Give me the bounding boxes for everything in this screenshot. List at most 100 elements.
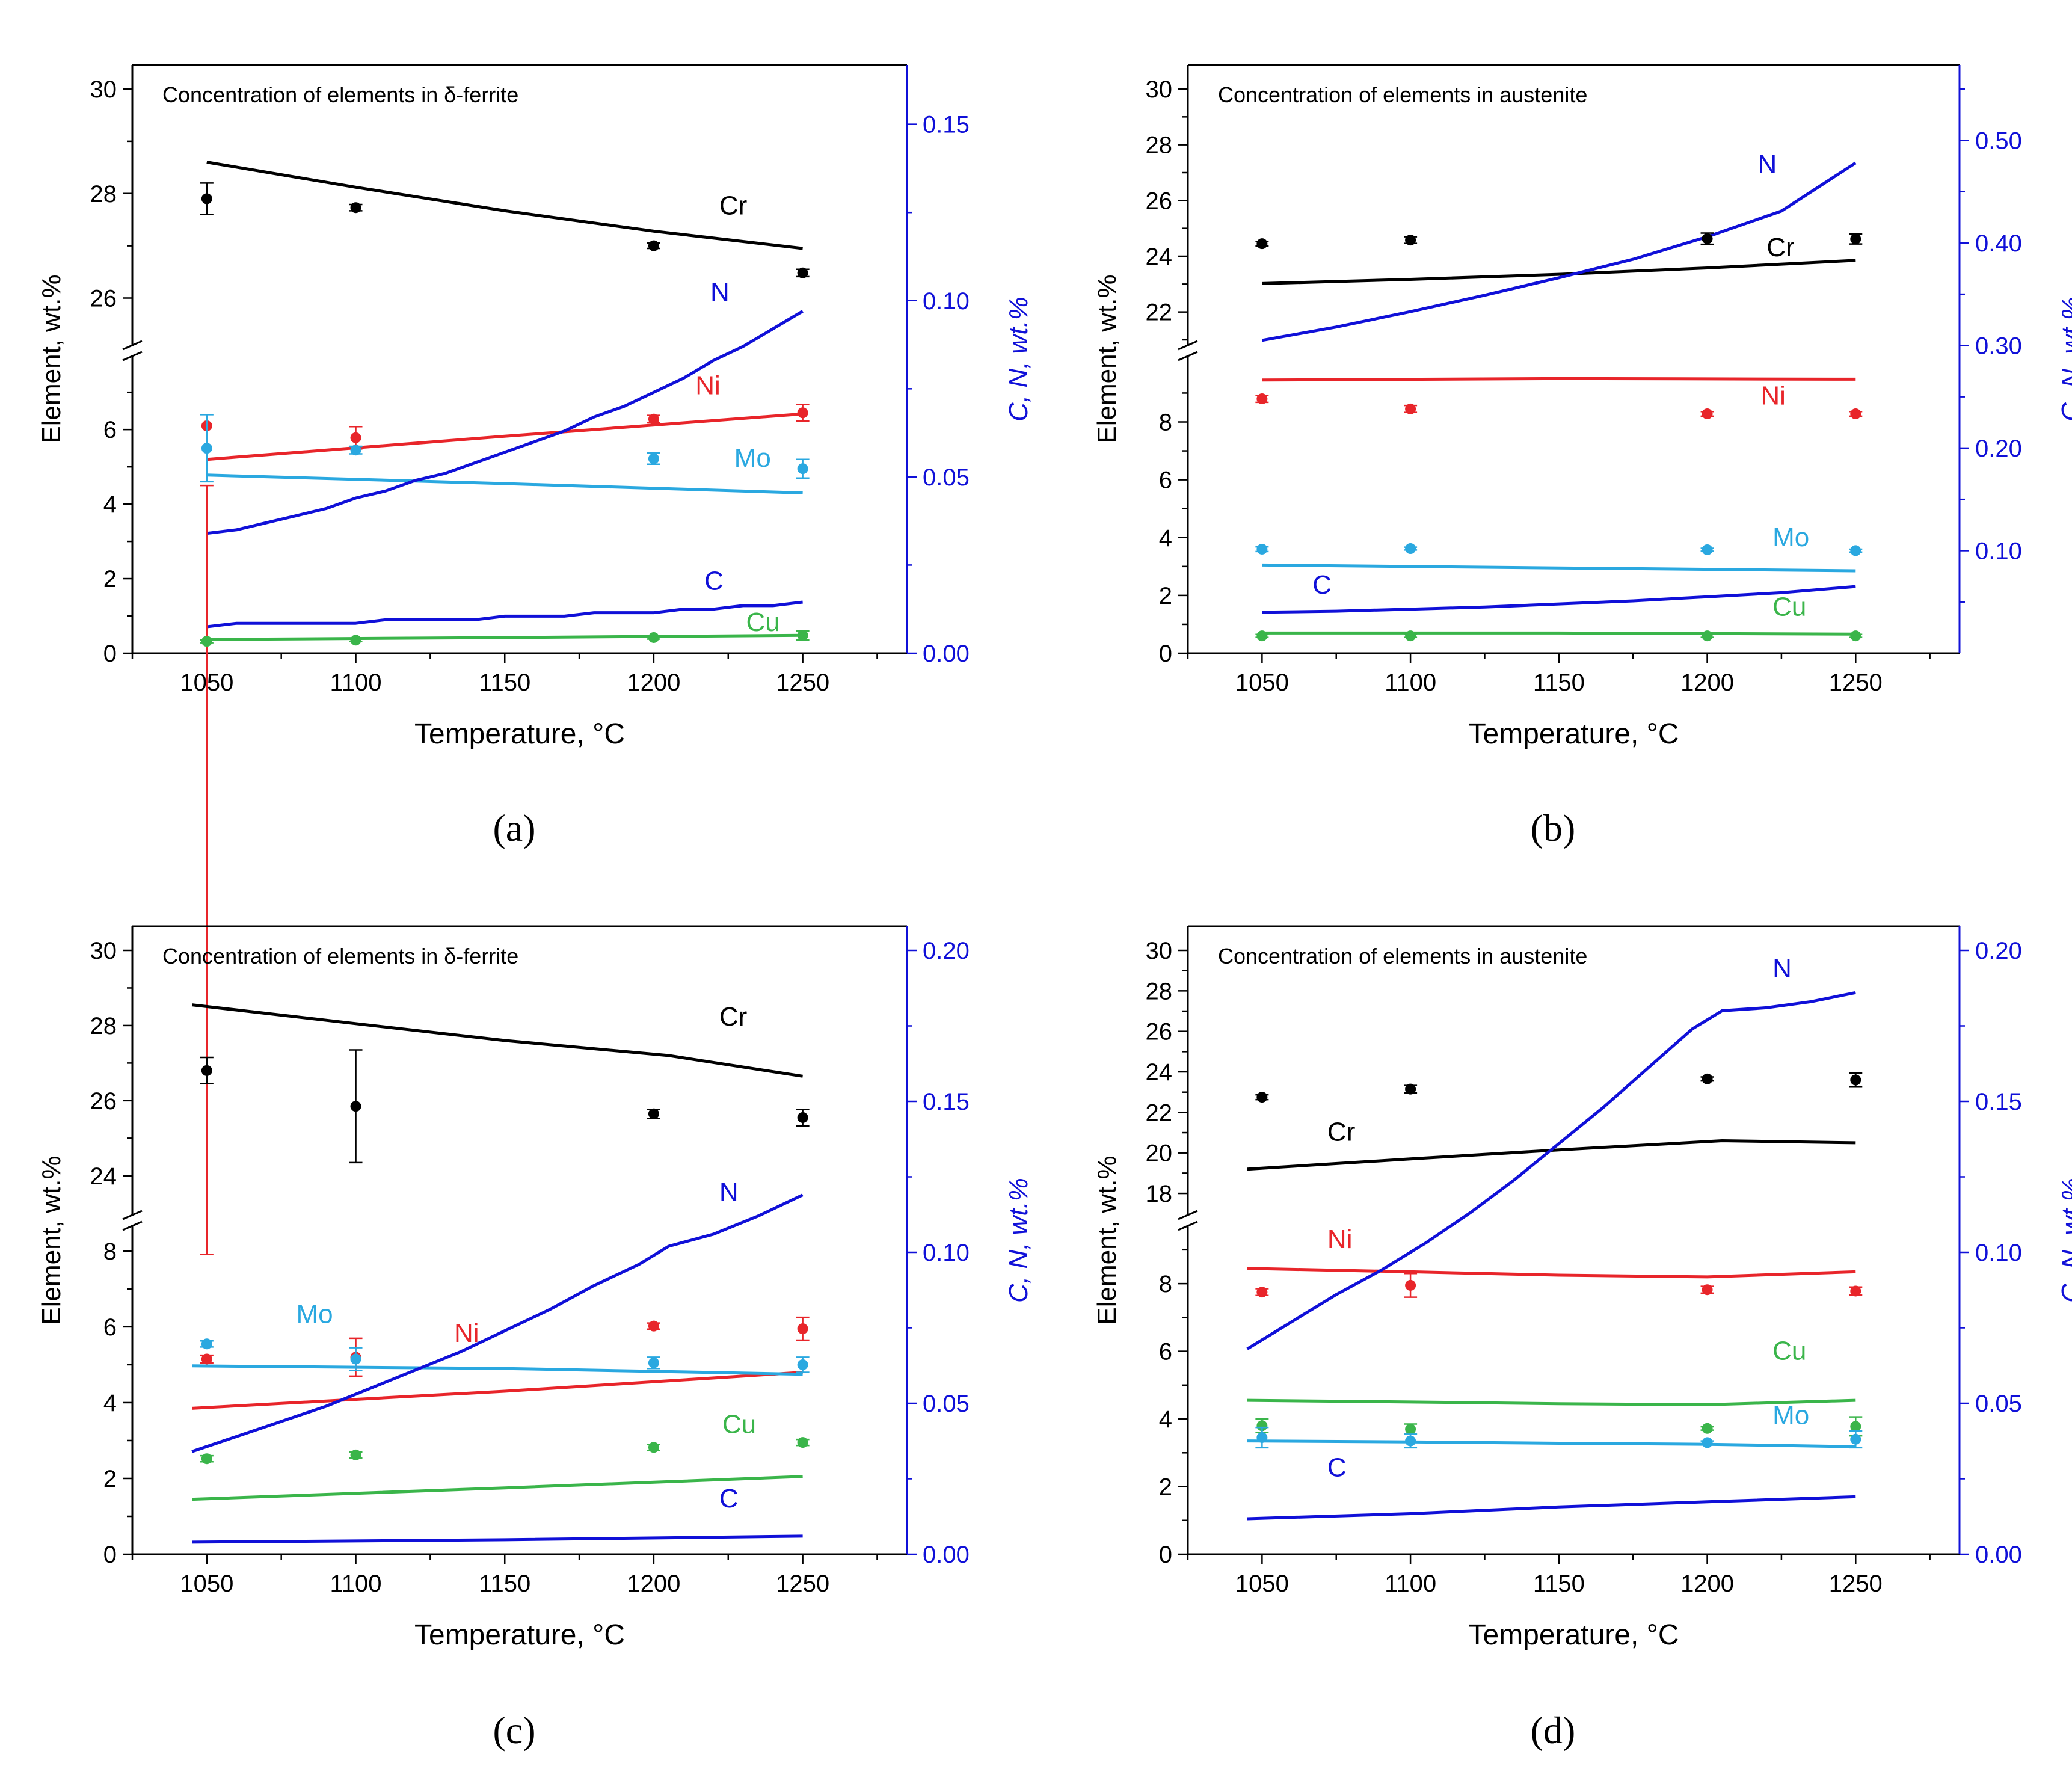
y-tick-label-upper: 30 [1146,938,1173,964]
data-point-ni [797,407,808,419]
data-point-ni [797,1323,808,1335]
y-tick-label-right: 0.00 [1975,1542,2022,1568]
x-axis-label: Temperature, °C [414,1619,625,1651]
series-line-c [1262,585,1856,614]
data-point-cr [648,240,659,251]
series-line-ni [1262,377,1856,382]
x-axis-label: Temperature, °C [1469,1619,1679,1651]
series-line-cr [206,161,803,250]
series-line-cr [1247,1139,1856,1171]
y-tick-label-upper: 26 [90,286,117,312]
y-tick-label-right: 0.20 [1975,435,2022,462]
panel-label-a: (a) [493,807,536,849]
data-point-mo [1850,545,1861,556]
data-point-cu [1256,630,1268,642]
data-point-cr [1256,238,1268,250]
x-tick-label: 1200 [1680,669,1734,696]
data-point-ni [1702,1284,1713,1296]
y-tick-label-right: 0.00 [923,1542,970,1568]
series-label-cu: Cu [1772,1337,1806,1366]
series-line-n [1261,161,1857,342]
x-tick-label: 1100 [1385,1570,1436,1597]
series-line-mo [1262,563,1856,573]
data-point-cu [1256,1420,1268,1432]
series-line-ni [191,1371,803,1410]
y-tick-label-upper: 28 [1146,978,1173,1004]
data-point-cr [797,267,808,278]
y-tick-label-lower: 8 [103,1238,117,1265]
y-tick-label-right: 0.40 [1975,230,2022,257]
chart-panel-c: Concentration of elements in δ-ferrite 10… [0,887,1036,1774]
chart-title: Concentration of elements in δ-ferrite [162,82,518,107]
chart-b: Concentration of elements in austenite 10… [1092,64,2072,750]
data-point-ni [1256,393,1268,405]
data-point-cu [1850,1421,1861,1432]
series-line-n [1246,991,1856,1350]
data-point-ni [648,1320,659,1332]
series-label-n: N [1757,150,1777,179]
y-tick-label-right: 0.10 [923,288,970,315]
data-point-cu [1850,630,1861,642]
data-point-mo [1256,1432,1268,1443]
x-tick-label: 1200 [627,1570,680,1597]
x-tick-label: 1150 [479,1570,530,1597]
y-tick-label-upper: 28 [90,181,117,208]
series-label-n: N [1772,954,1792,983]
y-tick-label-upper: 28 [1146,132,1173,159]
data-point-cr [1702,1073,1713,1084]
y-axis-label: Element, wt.% [1092,274,1122,443]
y-tick-label-lower: 0 [103,1542,117,1568]
series-label-mo: Mo [296,1300,333,1329]
y-tick-label-upper: 18 [1146,1181,1173,1207]
series-label-cr: Cr [1766,233,1794,262]
data-point-cu [1405,630,1416,642]
data-point-ni [648,413,659,425]
y-tick-label-lower: 2 [1159,583,1172,609]
series-label-c: C [719,1484,739,1513]
y-tick-label-right: 0.50 [1975,128,2022,154]
x-tick-label: 1100 [330,1570,382,1597]
y-axis-label: Element, wt.% [37,1155,66,1324]
x-tick-label: 1200 [627,669,680,696]
y-axis-label: Element, wt.% [37,274,66,443]
chart-panel-b: Concentration of elements in austenite 10… [1036,0,2072,887]
data-point-mo [648,453,659,464]
series-line-ni [206,412,803,461]
data-point-cr [648,1108,659,1119]
y-tick-label-right: 0.10 [923,1240,970,1266]
y-tick-label-upper: 24 [1146,244,1173,270]
x-tick-label: 1050 [1235,669,1289,696]
y-axis-label-right: C, N, wt.% [1004,297,1033,422]
y-axis-label: Element, wt.% [1092,1155,1122,1324]
data-point-cu [350,635,361,646]
data-point-mo [797,463,808,475]
y-tick-label-lower: 6 [1159,467,1172,494]
x-tick-label: 1150 [479,669,530,696]
data-point-cu [201,636,212,647]
series-label-mo: Mo [734,443,771,473]
series-label-cr: Cr [1327,1118,1355,1147]
data-point-mo [1850,1433,1861,1445]
series-line-cr [1262,259,1856,285]
data-point-cu [1702,1423,1713,1434]
series-label-cu: Cu [1772,592,1806,622]
axis-break-mark [1178,1210,1198,1220]
data-point-cr [1256,1092,1268,1103]
series-line-c [192,1534,803,1544]
y-tick-label-lower: 2 [103,566,117,592]
data-point-mo [1405,1435,1416,1447]
data-point-cr [201,1065,212,1076]
data-point-mo [350,445,361,456]
series-line-cu [1247,1398,1856,1406]
data-point-mo [1702,544,1713,555]
chart-title: Concentration of elements in austenite [1218,944,1587,968]
x-tick-label: 1150 [1533,669,1585,696]
data-point-mo [201,443,212,454]
y-tick-label-lower: 0 [1159,641,1172,667]
data-point-cr [1405,235,1416,246]
y-tick-label-lower: 4 [1159,525,1172,552]
y-tick-label-right: 0.20 [923,938,970,964]
y-tick-label-upper: 24 [1146,1059,1173,1086]
series-label-ni: Ni [1327,1225,1353,1254]
y-tick-label-right: 0.20 [1975,938,2022,964]
